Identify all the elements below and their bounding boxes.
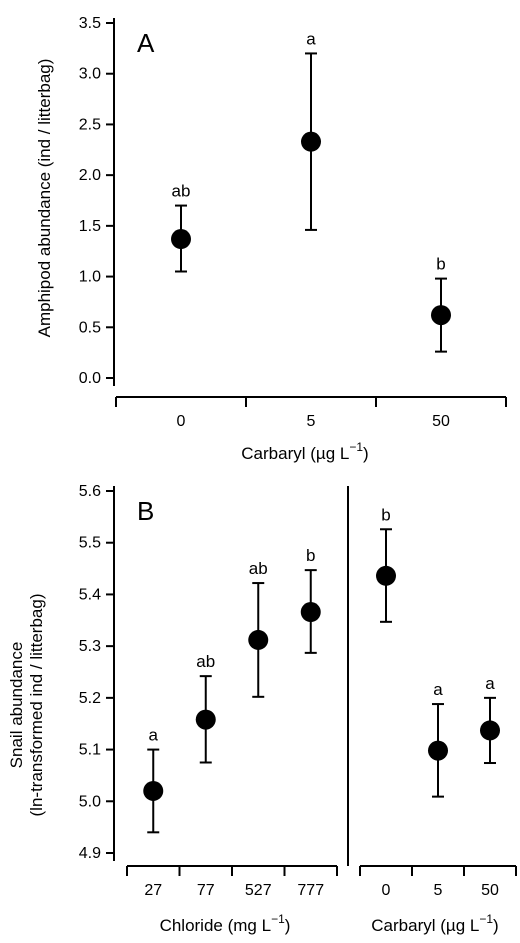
panel-b-y-ticks: 4.9 5.0 5.1 5.2 5.3 5.4 5.5 5.6 [79, 483, 349, 866]
panel-b-y-tick-label-5: 5.4 [79, 586, 101, 603]
panel-b-carbaryl-significance-label-0: b [381, 505, 390, 524]
panel-a-significance-label-2: b [436, 255, 445, 274]
panel-a-y-ticks: 0.0 0.5 1.0 1.5 2.0 2.5 3.0 3.5 [79, 15, 115, 387]
panel-a-y-tick-label-4: 2.0 [79, 167, 101, 184]
panel-a-x-axis-label: Carbaryl (µg L−1) [241, 440, 368, 463]
panel-b-label: B [137, 496, 154, 526]
panel-a-y-tick-label-7: 3.5 [79, 15, 101, 32]
panel-a-x-ticks: 0 5 50 [115, 396, 507, 430]
panel-b-y-tick-label-7: 5.6 [79, 483, 101, 500]
panel-a-x-tick-label-1: 5 [307, 413, 316, 430]
panel-b-chloride-x-axis-label: Chloride (mg L−1) [160, 912, 291, 935]
panel-a-x-tick-label-0: 0 [177, 413, 186, 430]
panel-a-y-tick-label-2: 1.0 [79, 269, 101, 286]
panel-b-chloride-significance-label-1: ab [196, 652, 215, 671]
panel-b-chloride-x-tick-label-2: 527 [245, 882, 272, 899]
panel-b-chloride-x-tick-label-0: 27 [144, 882, 162, 899]
panel-a-y-tick-label-1: 0.5 [79, 319, 101, 336]
panel-b-chloride-point-1 [195, 709, 216, 730]
panel-b-y-tick-label-4: 5.3 [79, 638, 101, 655]
panel-b-chloride-significance-label-3: b [306, 546, 315, 565]
panel-b-carbaryl-marks: b a a [376, 505, 500, 798]
panel-b: B 4.9 5.0 5.1 5.2 5.3 5.4 5.5 5.6 27 77 527 777 0 5… [7, 483, 517, 935]
panel-b-carbaryl-point-1 [428, 740, 448, 761]
panel-a-y-tick-label-0: 0.0 [79, 370, 101, 387]
panel-b-carbaryl-point-2 [480, 720, 500, 741]
panel-a-y-axis-label: Amphipod abundance (ind / litterbag) [35, 59, 54, 338]
panel-b-chloride-x-tick-label-3: 777 [297, 882, 324, 899]
panel-b-chloride-point-0 [143, 780, 164, 801]
panel-b-carbaryl-significance-label-1: a [433, 680, 443, 699]
panel-b-carbaryl-x-tick-label-0: 0 [382, 882, 391, 899]
panel-b-chloride-significance-label-2: ab [249, 559, 268, 578]
panel-b-y-axis-label-line2: (ln-transformed ind / litterbag) [27, 594, 46, 817]
panel-b-carbaryl-x-axis-label: Carbaryl (µg L−1) [371, 912, 498, 935]
panel-b-y-tick-label-0: 4.9 [79, 845, 101, 862]
panel-b-carbaryl-x-tick-label-2: 50 [481, 882, 499, 899]
panel-a-significance-label-0: ab [172, 182, 191, 201]
panel-b-carbaryl-point-0 [376, 565, 396, 586]
panel-b-chloride-x-ticks: 27 77 527 777 [126, 865, 338, 899]
panel-a-point-1 [301, 131, 321, 152]
panel-b-chloride-significance-label-0: a [149, 726, 159, 745]
panel-b-y-tick-label-1: 5.0 [79, 793, 101, 810]
panel-b-carbaryl-x-ticks: 0 5 50 [359, 865, 517, 899]
panel-b-y-axis-label-line1: Snail abundance [7, 642, 26, 769]
panel-b-chloride-x-tick-label-1: 77 [197, 882, 215, 899]
panel-b-y-tick-label-3: 5.2 [79, 690, 101, 707]
panel-a-significance-label-1: a [306, 29, 316, 48]
panel-b-carbaryl-x-tick-label-1: 5 [434, 882, 443, 899]
panel-a-point-0 [171, 229, 191, 250]
panel-b-chloride-marks: a ab ab b [143, 546, 321, 834]
panel-a-label: A [137, 28, 155, 58]
panel-a-y-tick-label-5: 2.5 [79, 116, 101, 133]
panel-b-chloride-point-3 [300, 602, 321, 623]
panel-b-y-tick-label-2: 5.1 [79, 742, 101, 759]
panel-b-chloride-point-2 [248, 629, 269, 650]
panel-b-carbaryl-significance-label-2: a [485, 674, 495, 693]
panel-a-x-tick-label-2: 50 [432, 413, 450, 430]
panel-a-y-tick-label-3: 1.5 [79, 218, 101, 235]
panel-a-y-tick-label-6: 3.0 [79, 66, 101, 83]
panel-a-point-2 [431, 305, 451, 326]
panel-b-y-tick-label-6: 5.5 [79, 535, 101, 552]
